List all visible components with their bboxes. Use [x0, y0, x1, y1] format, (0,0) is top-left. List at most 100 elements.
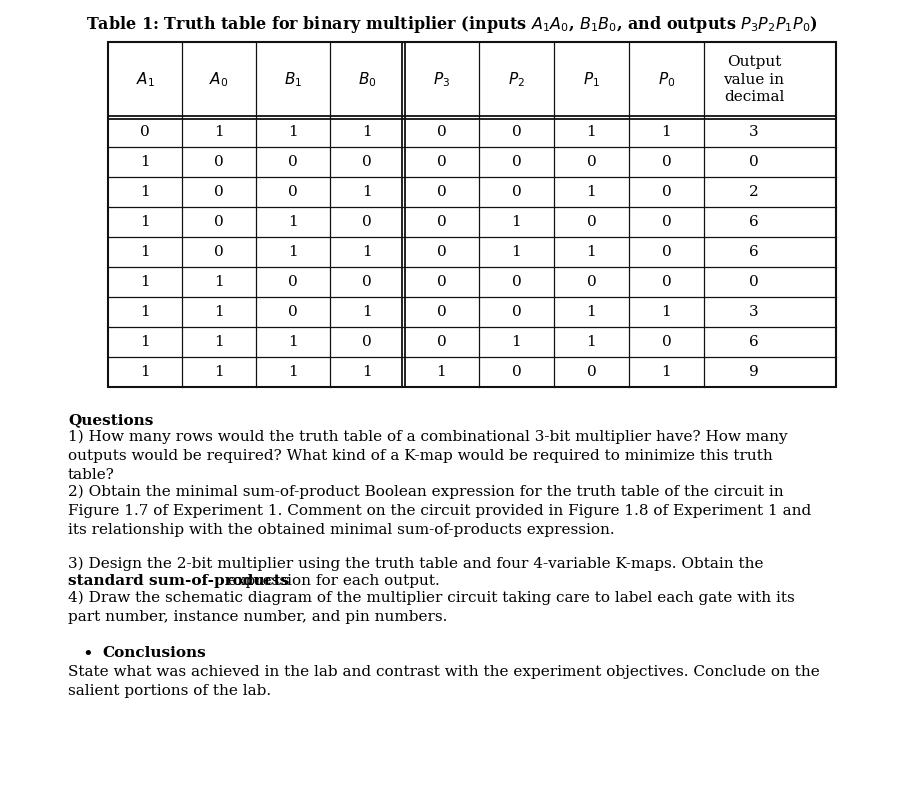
- Text: $P_2$: $P_2$: [507, 70, 525, 89]
- Text: 1: 1: [140, 215, 150, 229]
- Text: Output
value in
decimal: Output value in decimal: [722, 56, 784, 104]
- Text: 0: 0: [661, 335, 671, 349]
- Text: 1: 1: [362, 305, 371, 319]
- Text: 1: 1: [288, 215, 298, 229]
- Text: 0: 0: [214, 155, 224, 169]
- Text: 1: 1: [661, 125, 671, 139]
- Text: 1: 1: [214, 125, 224, 139]
- Text: 0: 0: [436, 125, 446, 139]
- Text: 1: 1: [511, 245, 521, 259]
- Text: 6: 6: [749, 335, 758, 349]
- Text: 2: 2: [749, 185, 758, 199]
- Text: 0: 0: [288, 305, 298, 319]
- Text: 1: 1: [214, 335, 224, 349]
- Text: 0: 0: [661, 155, 671, 169]
- Text: 0: 0: [436, 185, 446, 199]
- Text: 3: 3: [749, 125, 758, 139]
- Text: 0: 0: [288, 185, 298, 199]
- Text: standard sum-of-products: standard sum-of-products: [68, 574, 289, 588]
- Text: 9: 9: [749, 365, 758, 379]
- Text: 0: 0: [586, 215, 596, 229]
- Text: 1: 1: [288, 365, 298, 379]
- Text: 0: 0: [288, 155, 298, 169]
- Text: 0: 0: [436, 155, 446, 169]
- Text: 0: 0: [661, 215, 671, 229]
- Text: 1: 1: [214, 365, 224, 379]
- Text: 3) Design the 2-bit multiplier using the truth table and four 4-variable K-maps.: 3) Design the 2-bit multiplier using the…: [68, 557, 763, 572]
- Text: 0: 0: [362, 155, 371, 169]
- Text: 0: 0: [436, 215, 446, 229]
- Text: 0: 0: [586, 275, 596, 289]
- Text: 0: 0: [511, 125, 521, 139]
- Text: 1: 1: [362, 365, 371, 379]
- Text: State what was achieved in the lab and contrast with the experiment objectives. : State what was achieved in the lab and c…: [68, 665, 819, 698]
- Text: 1: 1: [362, 245, 371, 259]
- Bar: [107, 42, 835, 387]
- Text: 1: 1: [586, 245, 596, 259]
- Text: 1: 1: [586, 305, 596, 319]
- Text: 0: 0: [661, 275, 671, 289]
- Text: 1: 1: [362, 125, 371, 139]
- Text: 0: 0: [511, 305, 521, 319]
- Text: Questions: Questions: [68, 413, 154, 427]
- Text: 0: 0: [436, 305, 446, 319]
- Text: 1) How many rows would the truth table of a combinational 3-bit multiplier have?: 1) How many rows would the truth table o…: [68, 430, 787, 482]
- Text: 1: 1: [140, 155, 150, 169]
- Text: •: •: [82, 646, 93, 664]
- Text: expression for each output.: expression for each output.: [223, 574, 439, 588]
- Text: $P_1$: $P_1$: [582, 70, 600, 89]
- Text: $P_0$: $P_0$: [657, 70, 675, 89]
- Text: 0: 0: [749, 155, 758, 169]
- Text: 0: 0: [586, 155, 596, 169]
- Text: 0: 0: [586, 365, 596, 379]
- Text: 0: 0: [362, 215, 371, 229]
- Text: 0: 0: [288, 275, 298, 289]
- Text: $P_3$: $P_3$: [433, 70, 450, 89]
- Text: 1: 1: [288, 125, 298, 139]
- Text: 1: 1: [140, 305, 150, 319]
- Text: 1: 1: [586, 125, 596, 139]
- Text: 6: 6: [749, 215, 758, 229]
- Text: 4) Draw the schematic diagram of the multiplier circuit taking care to label eac: 4) Draw the schematic diagram of the mul…: [68, 591, 794, 624]
- Text: 0: 0: [436, 275, 446, 289]
- Text: 0: 0: [661, 245, 671, 259]
- Text: 0: 0: [362, 275, 371, 289]
- Text: 2) Obtain the minimal sum-of-product Boolean expression for the truth table of t: 2) Obtain the minimal sum-of-product Boo…: [68, 485, 810, 538]
- Text: 0: 0: [436, 245, 446, 259]
- Text: 1: 1: [288, 245, 298, 259]
- Text: 0: 0: [511, 155, 521, 169]
- Text: 0: 0: [661, 185, 671, 199]
- Text: 1: 1: [661, 305, 671, 319]
- Text: 6: 6: [749, 245, 758, 259]
- Text: 1: 1: [140, 185, 150, 199]
- Text: 0: 0: [140, 125, 150, 139]
- Text: $B_1$: $B_1$: [284, 70, 302, 89]
- Text: 1: 1: [511, 335, 521, 349]
- Text: Table 1: Truth table for binary multiplier (inputs $A_1A_0$, $B_1B_0$, and outpu: Table 1: Truth table for binary multipli…: [86, 14, 817, 35]
- Text: 0: 0: [214, 215, 224, 229]
- Text: 1: 1: [436, 365, 446, 379]
- Text: 0: 0: [214, 185, 224, 199]
- Text: 0: 0: [511, 185, 521, 199]
- Text: 1: 1: [214, 305, 224, 319]
- Text: $A_0$: $A_0$: [209, 70, 228, 89]
- Text: 0: 0: [511, 275, 521, 289]
- Text: 1: 1: [140, 335, 150, 349]
- Text: 1: 1: [288, 335, 298, 349]
- Text: 1: 1: [140, 275, 150, 289]
- Text: 0: 0: [436, 335, 446, 349]
- Text: 3: 3: [749, 305, 758, 319]
- Text: 1: 1: [362, 185, 371, 199]
- Text: 1: 1: [661, 365, 671, 379]
- Text: 0: 0: [362, 335, 371, 349]
- Text: 1: 1: [586, 335, 596, 349]
- Text: 0: 0: [749, 275, 758, 289]
- Text: 1: 1: [140, 365, 150, 379]
- Text: $B_0$: $B_0$: [358, 70, 376, 89]
- Text: 0: 0: [511, 365, 521, 379]
- Text: Conclusions: Conclusions: [102, 646, 206, 660]
- Text: 1: 1: [586, 185, 596, 199]
- Text: 1: 1: [140, 245, 150, 259]
- Text: 1: 1: [511, 215, 521, 229]
- Text: 0: 0: [214, 245, 224, 259]
